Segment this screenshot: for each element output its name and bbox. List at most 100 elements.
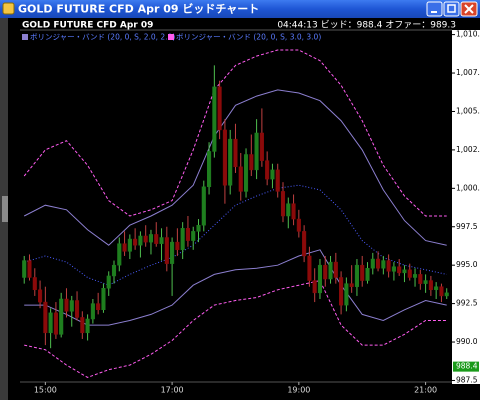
window-title: GOLD FUTURE CFD Apr 09 ビッドチャート: [18, 2, 259, 16]
plot-area: [22, 49, 449, 378]
candle-body: [43, 301, 48, 334]
candle-body: [354, 264, 359, 287]
candle-body: [397, 266, 402, 274]
lower-band: [24, 280, 447, 378]
candle-body: [90, 303, 95, 320]
candle-body: [328, 261, 333, 280]
candle-body: [191, 231, 196, 241]
title-bar: [0, 0, 480, 18]
y-tick-label: 995.0: [456, 260, 478, 269]
candle-body: [59, 298, 64, 335]
legend-label: ボリンジャー・バンド (20, 0, S, 3.0, 3.0): [176, 33, 321, 42]
candle-body: [127, 238, 132, 252]
candle-body: [317, 264, 323, 294]
last-value-box: [453, 361, 479, 372]
y-tick-label: 992.5: [456, 299, 478, 308]
candle-body: [402, 269, 407, 274]
candle-body: [53, 312, 58, 335]
x-tick-label: 19:00: [287, 386, 310, 395]
candle-body: [360, 264, 365, 281]
x-tick-label: 17:00: [161, 386, 184, 395]
candle-body: [74, 300, 80, 318]
candle-body: [349, 283, 354, 287]
candle-body: [333, 261, 338, 278]
candle-body: [138, 235, 143, 246]
candle-body: [238, 166, 243, 192]
candle-body: [48, 312, 53, 334]
legend-icon: [22, 34, 28, 40]
candle-body: [275, 169, 280, 192]
chart-title: GOLD FUTURE CFD Apr 09: [22, 21, 153, 31]
candle-body: [207, 151, 212, 188]
candle-body: [381, 260, 386, 269]
candle-body: [412, 274, 418, 278]
candle-body: [344, 283, 349, 306]
candle-body: [212, 86, 217, 152]
side-tab[interactable]: [2, 196, 8, 222]
candle-body: [159, 237, 164, 244]
candle-body: [339, 277, 344, 306]
candle-body: [85, 318, 90, 334]
candle-body: [96, 303, 101, 311]
window-icon: [2, 2, 15, 15]
y-tick-label: 997.5: [456, 222, 478, 231]
candle-body: [27, 260, 32, 278]
candle-body: [434, 286, 439, 291]
candle-body: [391, 266, 396, 272]
y-axis-panel: [452, 30, 480, 384]
candle-body: [444, 292, 449, 297]
candle-body: [407, 269, 412, 278]
lower-band: [24, 249, 447, 326]
quote-info: 04:44:13 ビッド：988.4 オファー：989.3: [277, 20, 456, 31]
candle-body: [270, 169, 275, 180]
y-tick-label: 1,002.5: [456, 145, 480, 154]
candle-body: [148, 234, 154, 243]
candle-body: [243, 154, 249, 192]
maximize-button[interactable]: [443, 1, 460, 17]
y-tick-label: 1,007.5: [456, 68, 480, 77]
candle-body: [32, 277, 37, 291]
y-tick-label: 1,005.0: [456, 106, 480, 115]
candle-body: [64, 298, 69, 312]
close-glyph: [464, 4, 474, 14]
upper-band: [23, 49, 447, 217]
candle-body: [428, 280, 433, 291]
upper-band: [23, 89, 447, 246]
candle-body: [196, 224, 201, 232]
middle-band: [24, 184, 447, 286]
candle-body: [217, 86, 222, 131]
candle-body: [254, 132, 259, 171]
candle-body: [69, 300, 74, 312]
candle-body: [154, 234, 159, 244]
candle-body: [249, 154, 254, 171]
x-tick-label: 21:00: [414, 386, 437, 395]
candle-body: [439, 286, 444, 297]
candle-body: [280, 191, 286, 217]
candle-body: [111, 264, 117, 277]
candle-body: [365, 268, 370, 281]
candle-body: [106, 275, 111, 289]
candle-body: [312, 280, 317, 294]
candle-body: [222, 129, 227, 186]
minimize-button[interactable]: [426, 1, 443, 17]
candle-body: [291, 203, 296, 220]
candle-body: [185, 228, 190, 241]
candle-body: [323, 264, 328, 280]
candle-body: [265, 160, 270, 180]
candle-body: [423, 280, 428, 284]
y-tick-label: 987.5: [456, 375, 478, 384]
candle-body: [101, 287, 106, 311]
candle-body: [170, 241, 175, 264]
candle-body: [117, 243, 122, 266]
candle-body: [386, 260, 391, 272]
y-tick-label: 990.0: [456, 337, 478, 346]
legend-icon: [168, 34, 174, 40]
candle-body: [164, 237, 169, 264]
candle-body: [233, 138, 238, 168]
candle-body: [80, 317, 85, 334]
y-tick-label: 1,000.0: [456, 183, 480, 192]
candle-body: [286, 203, 291, 217]
candle-body: [143, 235, 148, 243]
legend-label: ボリンジャー・バンド (20, 0, S, 2.0, 2.0): [30, 33, 175, 42]
last-value-label: 988.4: [456, 362, 478, 371]
